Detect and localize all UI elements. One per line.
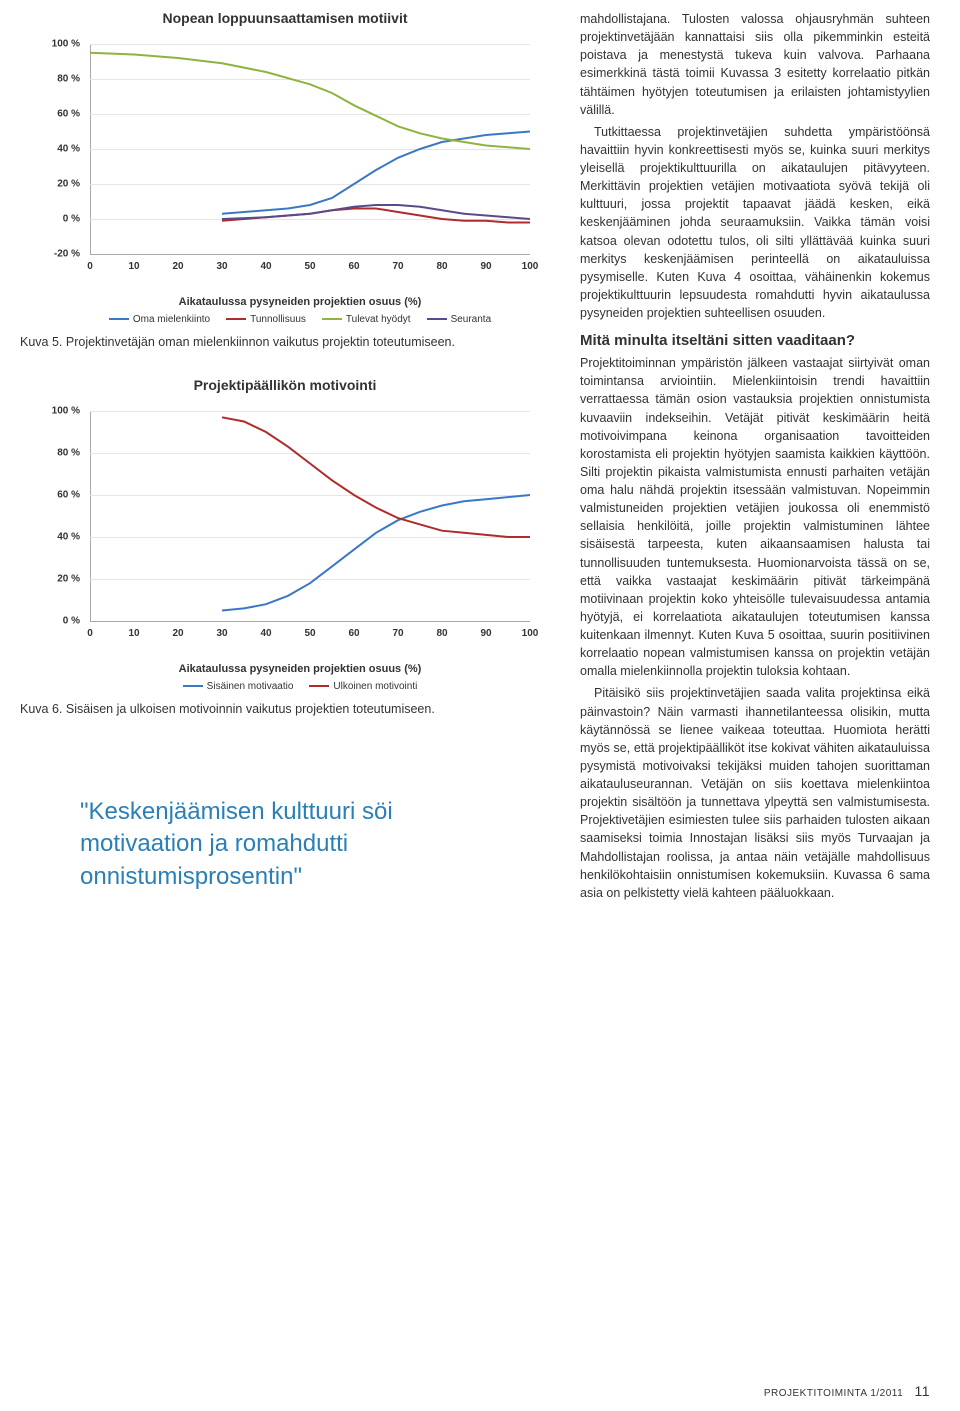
legend-label: Ulkoinen motivointi [333, 681, 417, 692]
section-heading: Mitä minulta itseltäni sitten vaaditaan? [580, 332, 930, 350]
x-tick-label: 10 [128, 261, 139, 272]
y-tick-label: 0 % [40, 616, 85, 627]
x-tick-label: 100 [522, 628, 539, 639]
x-tick-label: 40 [260, 628, 271, 639]
y-tick-label: 0 % [40, 214, 85, 225]
legend-swatch [309, 685, 329, 687]
x-tick-label: 80 [436, 261, 447, 272]
page-footer: PROJEKTITOIMINTA 1/2011 11 [764, 1383, 930, 1399]
legend-swatch [322, 318, 342, 320]
legend-item: Ulkoinen motivointi [309, 681, 417, 692]
legend-label: Tulevat hyödyt [346, 314, 411, 325]
chart-kuva5: Nopean loppuunsaattamisen motiivit Motii… [10, 10, 560, 325]
caption-kuva5: Kuva 5. Projektinvetäjän oman mielenkiin… [20, 335, 560, 349]
x-tick-label: 90 [480, 261, 491, 272]
para-4: Pitäisikö siis projektinvetäjien saada v… [580, 684, 930, 902]
x-tick-label: 100 [522, 261, 539, 272]
chart1-title: Nopean loppuunsaattamisen motiivit [10, 10, 560, 26]
x-tick-label: 70 [392, 628, 403, 639]
x-tick-label: 50 [304, 628, 315, 639]
x-tick-label: 50 [304, 261, 315, 272]
y-tick-label: 60 % [40, 109, 85, 120]
legend-item: Sisäinen motivaatio [183, 681, 294, 692]
chart1-xlabel: Aikataulussa pysyneiden projektien osuus… [40, 296, 560, 308]
para-2: Tutkittaessa projektinvetäjien suhdetta … [580, 123, 930, 322]
legend-item: Oma mielenkiinto [109, 314, 210, 325]
legend-swatch [109, 318, 129, 320]
chart1-legend: Oma mielenkiinto Tunnollisuus Tulevat hyöd… [40, 314, 560, 325]
x-tick-label: 30 [216, 261, 227, 272]
chart-kuva6: Projektipäällikön motivointi Motiivin ko… [10, 377, 560, 692]
publication-name: PROJEKTITOIMINTA 1/2011 [764, 1388, 903, 1399]
legend-item: Seuranta [427, 314, 492, 325]
x-tick-label: 0 [87, 628, 93, 639]
para-1: mahdollistajana. Tulosten valossa ohjaus… [580, 10, 930, 119]
para-3: Projektitoiminnan ympäristön jälkeen vas… [580, 354, 930, 680]
legend-item: Tunnollisuus [226, 314, 306, 325]
chart2-xlabel: Aikataulussa pysyneiden projektien osuus… [40, 663, 560, 675]
x-tick-label: 60 [348, 628, 359, 639]
y-tick-label: 100 % [40, 406, 85, 417]
x-tick-label: 70 [392, 261, 403, 272]
y-tick-label: 80 % [40, 448, 85, 459]
x-tick-label: 0 [87, 261, 93, 272]
chart2-legend: Sisäinen motivaatio Ulkoinen motivointi [40, 681, 560, 692]
body-column: mahdollistajana. Tulosten valossa ohjaus… [580, 10, 930, 906]
legend-label: Sisäinen motivaatio [207, 681, 294, 692]
legend-swatch [226, 318, 246, 320]
legend-label: Seuranta [451, 314, 492, 325]
x-tick-label: 20 [172, 628, 183, 639]
legend-label: Tunnollisuus [250, 314, 306, 325]
y-tick-label: 20 % [40, 179, 85, 190]
x-tick-label: 30 [216, 628, 227, 639]
y-tick-label: 40 % [40, 144, 85, 155]
y-tick-label: -20 % [40, 249, 85, 260]
legend-label: Oma mielenkiinto [133, 314, 210, 325]
legend-swatch [427, 318, 447, 320]
legend-swatch [183, 685, 203, 687]
page-number: 11 [914, 1383, 930, 1399]
y-tick-label: 60 % [40, 490, 85, 501]
caption-kuva6: Kuva 6. Sisäisen ja ulkoisen motivoinnin… [20, 702, 560, 716]
pull-quote: "Keskenjäämisen kulttuuri söi motivaatio… [80, 796, 520, 893]
x-tick-label: 90 [480, 628, 491, 639]
x-tick-label: 20 [172, 261, 183, 272]
legend-item: Tulevat hyödyt [322, 314, 411, 325]
y-tick-label: 100 % [40, 39, 85, 50]
y-tick-label: 20 % [40, 574, 85, 585]
x-tick-label: 10 [128, 628, 139, 639]
x-tick-label: 40 [260, 261, 271, 272]
y-tick-label: 40 % [40, 532, 85, 543]
chart2-plot: 0102030405060708090100 [90, 411, 530, 621]
chart2-title: Projektipäällikön motivointi [10, 377, 560, 393]
x-tick-label: 60 [348, 261, 359, 272]
chart1-plot: 0102030405060708090100 [90, 44, 530, 254]
y-tick-label: 80 % [40, 74, 85, 85]
x-tick-label: 80 [436, 628, 447, 639]
